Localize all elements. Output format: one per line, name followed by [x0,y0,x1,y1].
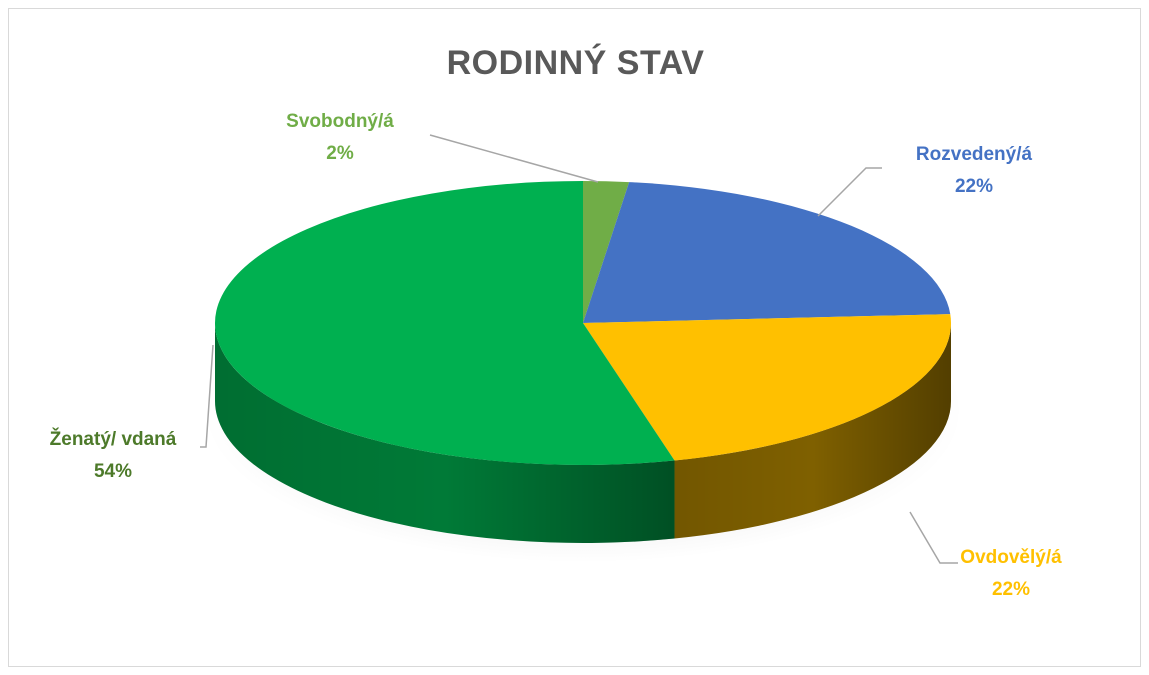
pie-side-shade-ovdovely-a [674,323,952,539]
leader-line-ovdovely-a [909,511,958,564]
data-label-name-ovdovely-a: Ovdovělý/á [960,547,1062,568]
leader-line-rozvedeny-a [817,167,882,217]
data-label-name-svobodny-a: Svobodný/á [286,111,394,132]
data-label-name-rozvedeny-a: Rozvedený/á [916,144,1033,165]
data-label-name-zenaty-vdana: Ženatý/ vdaná [50,428,177,450]
data-label-value-ovdovely-a: 22% [992,579,1030,600]
leader-line-zenaty-vdana [200,344,214,448]
pie-slice-rozvedeny-a [583,182,951,323]
pie-slice-zenaty-vdana [215,181,675,465]
data-label-value-zenaty-vdana: 54% [94,461,132,482]
data-label-value-rozvedeny-a: 22% [955,176,993,197]
chart-title: RODINNÝ STAV [446,44,705,82]
leader-line-svobodny-a [429,134,599,183]
data-label-value-svobodny-a: 2% [326,143,354,164]
pie-side-shade-zenaty-vdana [215,323,675,543]
pie-slice-svobodny-a [583,181,630,323]
pie-slice-ovdovely-a [583,314,952,461]
